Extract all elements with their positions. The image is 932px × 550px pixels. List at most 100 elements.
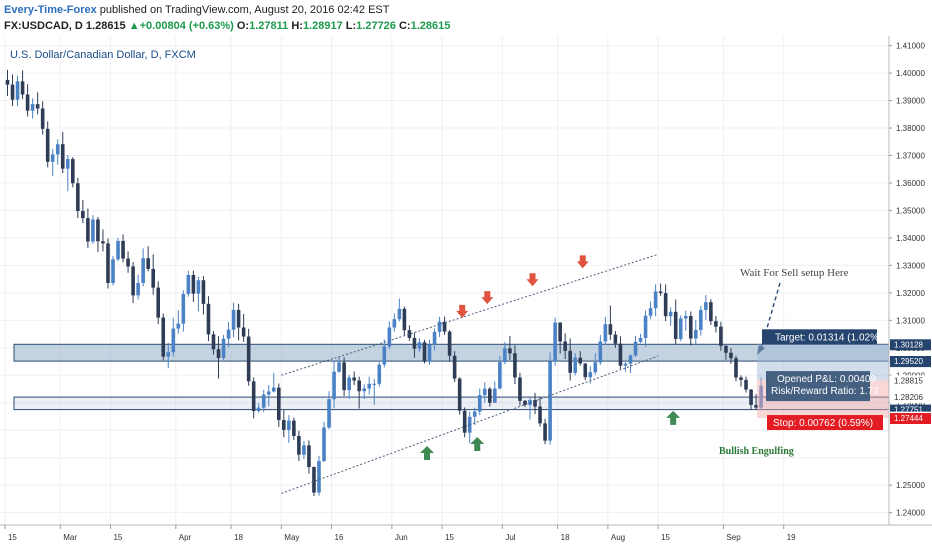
high-value: 1.28917 — [302, 20, 343, 32]
candle-body — [543, 423, 547, 441]
candle-body — [156, 287, 161, 318]
arrow-down-icon — [526, 273, 539, 287]
plot-background — [0, 36, 889, 525]
price-tag: 1.28206 — [894, 393, 923, 402]
candle-body — [282, 420, 286, 430]
candle-body — [714, 321, 718, 327]
overlays: Target: 0.01314 (1.02%) Opened P&L: 0.004… — [281, 253, 889, 494]
time-label: May — [284, 533, 299, 542]
time-label: Sep — [726, 533, 741, 542]
candle-body — [271, 387, 276, 392]
time-label: 15 — [661, 533, 670, 542]
candle-body — [312, 467, 316, 493]
candle-body — [96, 219, 100, 242]
candle-body — [508, 348, 512, 354]
candle-body — [50, 154, 55, 162]
candle-body — [417, 342, 422, 349]
time-label: Mar — [63, 533, 77, 542]
candle-body — [598, 341, 603, 363]
time-label: Apr — [179, 533, 192, 542]
candle-body — [402, 308, 407, 331]
candle-body — [488, 388, 492, 403]
symbol-label[interactable]: FX:USDCAD, D — [4, 20, 83, 32]
candle-body — [452, 355, 457, 379]
time-label: 18 — [234, 533, 243, 542]
price-label: 1.38000 — [896, 124, 925, 133]
candle-body — [573, 357, 578, 373]
candle-body — [628, 355, 633, 364]
candle-body — [613, 334, 618, 344]
candle-body — [648, 308, 653, 316]
candle-body — [111, 259, 115, 283]
candle-body — [387, 327, 392, 347]
time-axis[interactable]: 15 Mar 15 Apr 18 May 16 Jun 15 Jul 18 Aug 15 Sep 19 — [4, 525, 796, 542]
candle-body — [533, 400, 537, 407]
candle-body — [392, 319, 397, 328]
channel-lower-line[interactable] — [281, 355, 659, 494]
candle-body — [699, 309, 703, 330]
candle-body — [231, 309, 236, 330]
candle-body — [513, 353, 517, 378]
candles — [5, 69, 763, 497]
publisher-name[interactable]: Every-Time-Forex — [4, 4, 97, 16]
candle-body — [407, 330, 412, 338]
candle-body — [558, 322, 562, 342]
price-label: 1.41000 — [896, 42, 925, 51]
stop-label: Stop: 0.00762 (0.59%) — [773, 418, 873, 429]
candle-body — [25, 94, 30, 111]
candle-body — [116, 240, 120, 260]
close-value: 1.28615 — [410, 20, 451, 32]
candle-body — [251, 381, 256, 411]
price-axis[interactable]: 1.41000 1.40000 1.39000 1.38000 1.37000 1.360… — [889, 42, 931, 518]
candle-body — [749, 389, 753, 405]
candle-body — [266, 391, 271, 395]
candle-body — [297, 435, 301, 455]
candle-body — [20, 81, 25, 95]
candle-body — [583, 363, 588, 378]
candle-body — [593, 362, 598, 373]
candle-body — [106, 243, 110, 283]
candle-body — [201, 280, 206, 304]
candle-body — [71, 159, 75, 184]
candle-body — [457, 378, 462, 411]
price-tag: 1.29520 — [894, 357, 923, 366]
ohlc-line: FX:USDCAD, D 1.28615 ▲+0.00804 (+0.63%) … — [4, 20, 450, 32]
low-label: L: — [345, 20, 357, 32]
time-label: 18 — [561, 533, 570, 542]
candle-body — [678, 318, 683, 340]
candle-body — [186, 275, 191, 294]
pnl-box — [766, 371, 870, 402]
candle-body — [377, 364, 382, 384]
price-label: 1.28000 — [896, 399, 925, 408]
candle-body — [638, 337, 643, 342]
candle-body — [151, 268, 155, 288]
candle-body — [442, 321, 447, 332]
candle-body — [5, 79, 10, 85]
candle-body — [422, 342, 427, 362]
channel-upper-line[interactable] — [281, 253, 659, 376]
candle-body — [65, 159, 70, 169]
high-label: H: — [291, 20, 303, 32]
price-label: 1.39000 — [896, 97, 925, 106]
candle-body — [673, 311, 678, 340]
candle-body — [206, 303, 211, 335]
arrow-down-icon — [576, 255, 589, 269]
stop-label-box — [767, 415, 883, 431]
candle-body — [292, 420, 296, 436]
candle-body — [739, 377, 743, 380]
candle-body — [276, 387, 281, 421]
bullish-engulfing-note: Bullish Engulfing — [719, 446, 794, 457]
candle-body — [121, 240, 125, 259]
candle-body — [181, 293, 186, 324]
candle-body — [437, 321, 442, 332]
candle-body — [724, 345, 728, 353]
candle-body — [307, 445, 311, 468]
candle-body — [563, 341, 567, 351]
price-label: 1.37000 — [896, 152, 925, 161]
sell-setup-note: Wait For Sell setup Here — [740, 267, 849, 279]
time-label: 19 — [787, 533, 796, 542]
candle-body — [81, 210, 85, 219]
candle-body — [729, 352, 733, 359]
candlestick-chart[interactable]: Target: 0.01314 (1.02%) Opened P&L: 0.004… — [0, 36, 932, 550]
price-tag: 1.30128 — [894, 340, 923, 349]
